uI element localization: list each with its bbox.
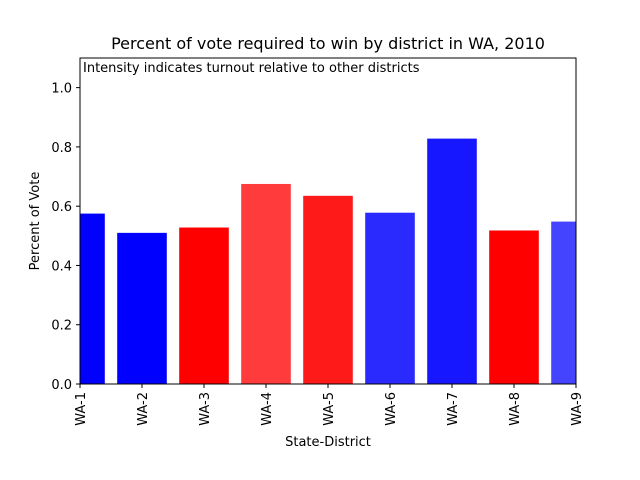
- bar-wa-2: [117, 232, 167, 384]
- x-tick-label: WA-9: [570, 392, 585, 426]
- x-tick-label: WA-4: [260, 392, 275, 426]
- y-tick-label: 0.4: [51, 259, 72, 274]
- bar-wa-4: [241, 183, 291, 384]
- bar-wa-6: [365, 212, 415, 384]
- chart-title: Percent of vote required to win by distr…: [111, 34, 545, 53]
- y-tick-label: 0.8: [51, 141, 72, 156]
- bar-wa-8: [489, 230, 539, 384]
- x-tick-label: WA-2: [136, 392, 151, 426]
- plot-area: 0.0 0.2 0.4 0.6 0.8 1.0 WA-1 WA-2 WA-3 WA-4 WA-5 WA…: [51, 82, 585, 426]
- y-tick-label: 1.0: [51, 82, 72, 97]
- y-tick-label: 0.0: [51, 378, 72, 393]
- x-tick-label: WA-6: [384, 392, 399, 426]
- x-axis-label: State-District: [285, 435, 371, 450]
- plot-frame: [79, 57, 577, 385]
- x-tick-label: WA-5: [322, 392, 337, 426]
- y-tick-label: 0.6: [51, 200, 72, 215]
- x-tick-label: WA-7: [446, 392, 461, 426]
- x-tick-label: WA-3: [198, 392, 213, 426]
- chart-annotation: Intensity indicates turnout relative to …: [83, 61, 420, 76]
- bar-wa-7: [427, 138, 477, 384]
- bar-wa-1: [80, 213, 105, 384]
- y-axis-label: Percent of Vote: [28, 172, 43, 271]
- bar-wa-3: [179, 227, 229, 384]
- x-tick-label: WA-8: [508, 392, 523, 426]
- y-tick-label: 0.2: [51, 319, 72, 334]
- bar-wa-9: [551, 221, 576, 384]
- x-tick-label: WA-1: [74, 392, 89, 426]
- bar-wa-5: [303, 195, 353, 384]
